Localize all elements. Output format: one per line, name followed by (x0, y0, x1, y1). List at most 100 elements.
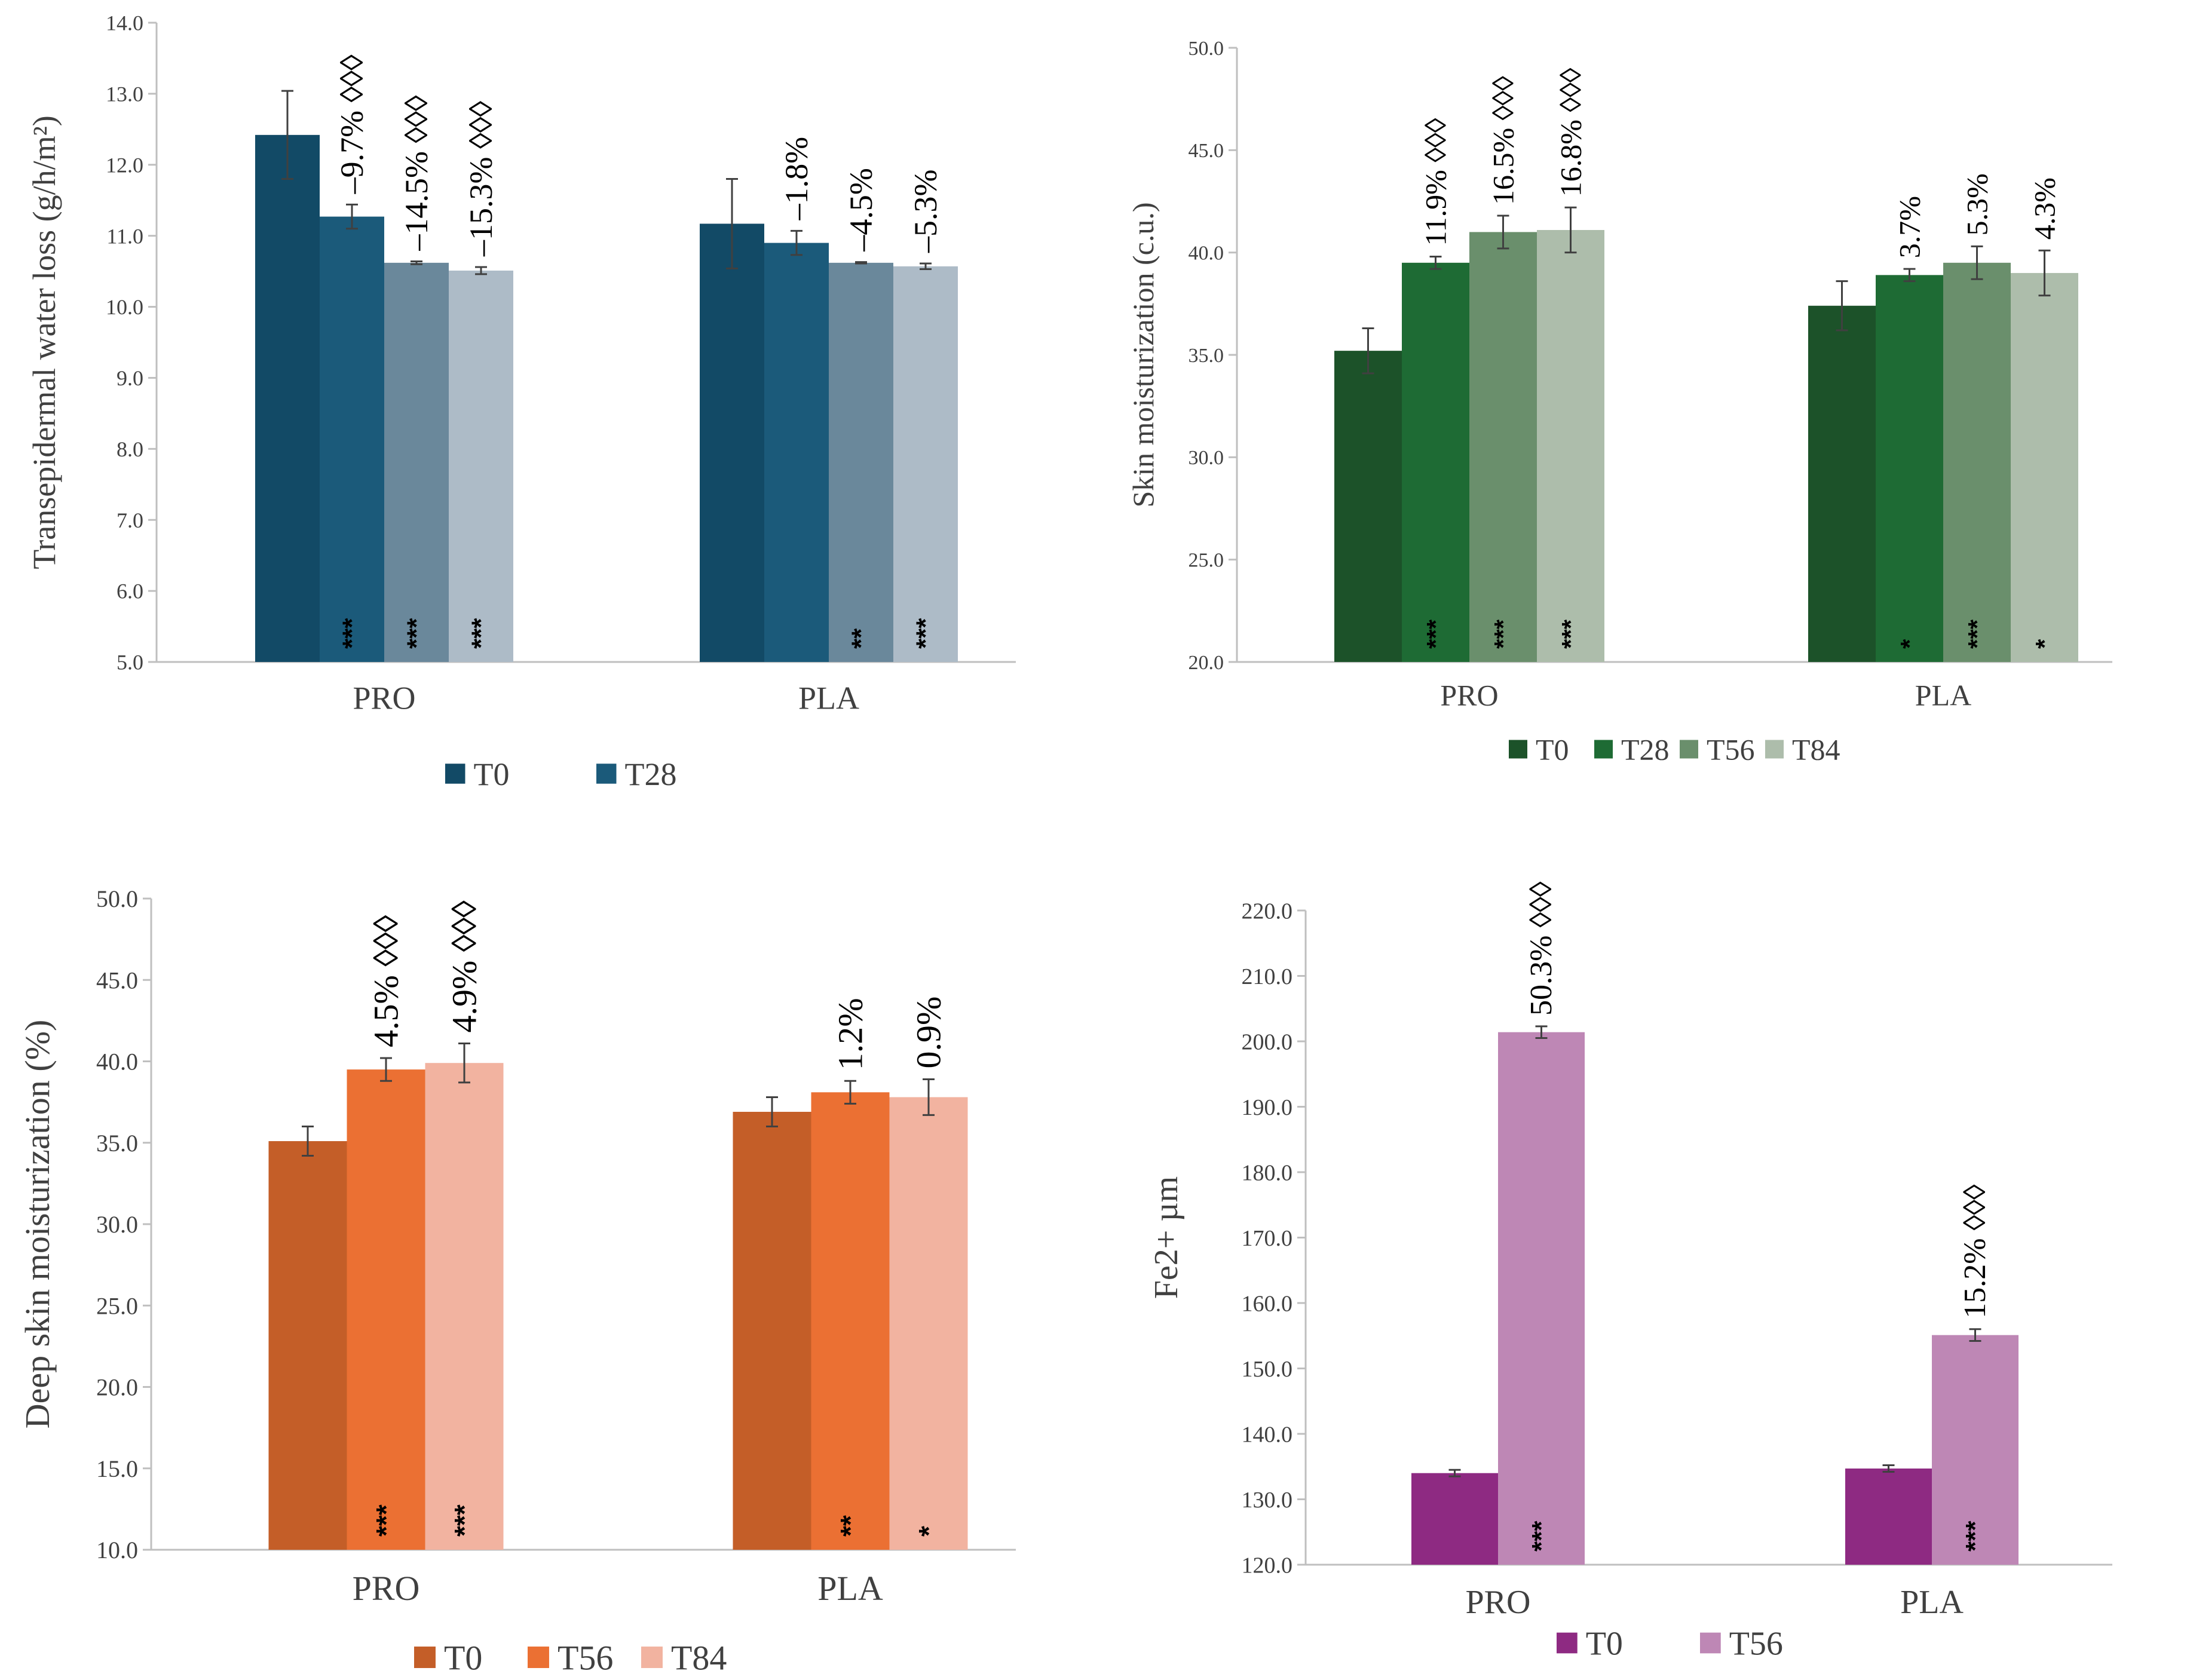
significance-label: *** (911, 618, 941, 649)
change-label: –1.8% (779, 137, 814, 220)
y-tick-label: 45.0 (96, 967, 138, 994)
chart-deep-skin-moisturization: 10.0 15.0 20.0 25.0 30.0 35.0 40.0 45.0 50.0 Deep… (18, 885, 1016, 1677)
category-label: PRO (1440, 679, 1498, 712)
significance-label: *** (1557, 619, 1585, 649)
y-tick-label: 50.0 (96, 885, 138, 912)
y-tick-label: 130.0 (1242, 1488, 1293, 1513)
change-label: –14.5% ◊◊◊ (399, 95, 434, 251)
legend-swatch (596, 764, 617, 784)
legend-label: T0 (444, 1638, 482, 1677)
y-tick-label: 12.0 (106, 153, 143, 177)
y-tick-label: 5.0 (117, 651, 143, 675)
legend-label: T0 (473, 756, 509, 792)
y-axis-label: Transepidermal water loss (g/h/m²) (26, 115, 62, 569)
legend-swatch (445, 764, 465, 784)
significance-label: *** (1527, 1520, 1556, 1552)
significance-label: * (2030, 639, 2059, 649)
bar-t56-pro (1498, 1032, 1585, 1565)
significance-label: *** (1961, 1520, 1990, 1552)
legend-swatch (414, 1647, 436, 1668)
bar-t56-pla (829, 262, 893, 662)
category-label: PLA (798, 680, 859, 716)
bar-t28-pro (1402, 262, 1469, 662)
legend-label: T0 (1586, 1626, 1623, 1663)
y-tick-label: 14.0 (106, 11, 143, 35)
legend-label: T28 (1621, 733, 1670, 767)
y-tick-label: 6.0 (117, 580, 143, 603)
bar-t84-pro (449, 270, 513, 662)
y-tick-label: 10.0 (96, 1537, 138, 1563)
change-label: 16.8% ◊◊◊ (1554, 68, 1588, 197)
legend-label: T84 (671, 1638, 727, 1677)
legend-swatch (1700, 1632, 1721, 1654)
legend-swatch (641, 1647, 663, 1668)
bar-t0-pla (1845, 1469, 1932, 1565)
significance-label: *** (467, 618, 496, 649)
legend-swatch (1765, 740, 1784, 759)
bar-t56-pla (1943, 262, 2011, 662)
category-label: PRO (353, 680, 415, 716)
significance-label: *** (1963, 619, 1991, 649)
y-tick-label: 30.0 (96, 1211, 138, 1238)
y-tick-label: 150.0 (1242, 1357, 1293, 1382)
legend-swatch (1557, 1632, 1578, 1654)
y-tick-label: 50.0 (1189, 38, 1224, 60)
bar-t0-pla (733, 1111, 811, 1550)
legend-swatch (1594, 740, 1613, 759)
y-tick-label: 140.0 (1242, 1422, 1293, 1447)
y-tick-label: 40.0 (1189, 243, 1224, 265)
y-tick-label: 220.0 (1242, 899, 1293, 924)
change-label: 11.9% ◊◊◊ (1419, 118, 1453, 246)
y-tick-label: 20.0 (1189, 652, 1224, 674)
y-axis-label: Skin moisturization (c.u.) (1126, 202, 1160, 507)
y-tick-label: 120.0 (1242, 1553, 1293, 1578)
y-tick-label: 40.0 (96, 1049, 138, 1075)
y-tick-label: 210.0 (1242, 964, 1293, 989)
y-tick-label: 30.0 (1189, 447, 1224, 469)
category-label: PLA (817, 1569, 883, 1608)
significance-label: ** (847, 628, 876, 649)
significance-label: *** (1422, 619, 1450, 649)
bar-t84-pla (889, 1097, 968, 1550)
bar-t56-pro (1469, 232, 1537, 662)
legend-label: T84 (1792, 733, 1840, 767)
y-tick-label: 13.0 (106, 82, 143, 106)
change-label: 3.7% (1893, 196, 1926, 258)
change-label: 0.9% (909, 997, 948, 1069)
y-tick-label: 25.0 (96, 1292, 138, 1319)
y-tick-label: 11.0 (106, 224, 143, 248)
change-label: 4.3% (2028, 177, 2062, 240)
change-label: –9.7% ◊◊◊ (334, 54, 370, 194)
bar-t84-pro (1537, 229, 1604, 662)
legend-swatch (1680, 740, 1698, 759)
change-label: –4.5% (843, 168, 879, 252)
change-label: 4.9% ◊◊◊ (445, 900, 484, 1033)
y-tick-label: 180.0 (1242, 1160, 1293, 1185)
bar-t0-pro (1411, 1473, 1498, 1565)
bar-t84-pla (893, 266, 958, 662)
significance-label: *** (338, 618, 367, 649)
bar-t56-pla (811, 1092, 890, 1550)
category-label: PRO (1466, 1584, 1531, 1621)
change-label: 1.2% (831, 998, 870, 1070)
bar-t0-pro (255, 134, 320, 662)
bar-t84-pla (2011, 272, 2078, 662)
change-label: –15.3% ◊◊◊ (463, 101, 499, 257)
bar-t0-pro (268, 1141, 347, 1550)
significance-label: *** (402, 618, 431, 649)
y-tick-label: 10.0 (106, 295, 143, 319)
bar-t28-pla (1876, 275, 1943, 662)
y-tick-label: 170.0 (1242, 1226, 1293, 1251)
legend-label: T28 (624, 756, 676, 792)
bar-t0-pro (1334, 351, 1402, 662)
category-label: PRO (353, 1569, 420, 1608)
y-axis-label: Deep skin moisturization (%) (18, 1020, 57, 1429)
chart-fe2: 120.0 130.0 140.0 150.0 160.0 170.0 180.0 190.0… (1148, 881, 2112, 1663)
y-tick-label: 35.0 (1189, 345, 1224, 367)
significance-label: * (1895, 639, 1923, 649)
bar-t56-pro (384, 262, 449, 662)
y-tick-label: 8.0 (117, 437, 143, 461)
significance-label: *** (1489, 619, 1517, 649)
legend-label: T0 (1536, 733, 1569, 767)
